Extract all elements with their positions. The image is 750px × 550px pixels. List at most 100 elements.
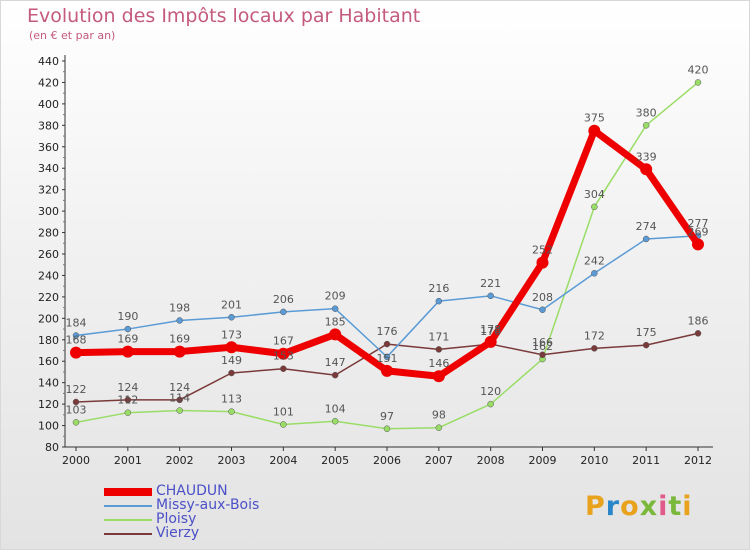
data-point-missy-aux-bois[interactable] (280, 308, 287, 316)
chart-title: Evolution des Impôts locaux par Habitant (27, 5, 421, 27)
data-point-ploisy[interactable] (280, 421, 287, 428)
data-point-vierzy[interactable] (280, 365, 287, 372)
data-label-chaudun: 168 (66, 334, 87, 347)
data-point-vierzy[interactable] (435, 346, 443, 353)
data-point-chaudun[interactable] (225, 341, 238, 354)
legend-swatch-ploisy (104, 519, 152, 521)
logo-letter: P (585, 491, 606, 522)
data-label-missy-aux-bois: 184 (66, 316, 87, 329)
data-point-missy-aux-bois[interactable] (435, 297, 443, 305)
data-label-vierzy: 172 (584, 329, 605, 342)
data-point-ploisy[interactable] (435, 424, 443, 431)
data-point-chaudun[interactable] (536, 256, 549, 269)
data-point-chaudun[interactable] (484, 335, 497, 348)
x-tick-label: 2012 (684, 454, 712, 467)
data-point-chaudun[interactable] (329, 328, 342, 341)
data-point-chaudun[interactable] (381, 364, 393, 377)
y-tick-label: 340 (38, 162, 59, 175)
data-point-vierzy[interactable] (331, 371, 339, 379)
data-point-ploisy[interactable] (642, 122, 650, 129)
data-point-vierzy[interactable] (383, 340, 391, 348)
data-point-ploisy[interactable] (124, 409, 132, 416)
data-point-vierzy[interactable] (539, 351, 546, 359)
data-point-ploisy[interactable] (331, 418, 339, 425)
data-label-missy-aux-bois: 221 (480, 277, 501, 290)
y-tick-label: 380 (38, 119, 59, 132)
x-tick-label: 2011 (632, 454, 660, 467)
y-tick-label: 280 (38, 227, 59, 240)
y-tick-label: 440 (38, 55, 59, 68)
data-point-vierzy[interactable] (694, 330, 702, 337)
data-label-chaudun: 169 (117, 333, 138, 346)
x-tick-label: 2009 (529, 454, 557, 467)
data-point-ploisy[interactable] (591, 203, 598, 211)
data-label-chaudun: 339 (636, 150, 657, 163)
data-label-ploisy: 104 (325, 402, 346, 415)
data-label-missy-aux-bois: 201 (221, 298, 242, 311)
data-label-chaudun: 269 (688, 225, 709, 238)
y-tick-label: 100 (38, 420, 59, 433)
data-point-chaudun[interactable] (692, 238, 704, 251)
data-label-vierzy: 122 (66, 383, 87, 396)
data-point-vierzy[interactable] (176, 396, 183, 404)
data-point-vierzy[interactable] (591, 345, 598, 352)
data-point-missy-aux-bois[interactable] (331, 305, 339, 312)
data-point-chaudun[interactable] (588, 124, 601, 137)
y-tick-label: 420 (38, 76, 59, 89)
data-label-chaudun: 185 (325, 315, 346, 328)
data-label-ploisy: 112 (117, 394, 138, 407)
data-label-missy-aux-bois: 209 (325, 290, 346, 303)
data-point-missy-aux-bois[interactable] (124, 325, 132, 333)
data-point-vierzy[interactable] (642, 341, 650, 349)
logo-letter: x (639, 491, 659, 522)
data-point-vierzy[interactable] (72, 398, 80, 406)
legend-label-missy-aux-bois: Missy-aux-Bois (156, 497, 260, 513)
data-label-chaudun: 375 (584, 112, 605, 125)
data-label-vierzy: 153 (273, 350, 294, 363)
data-point-ploisy[interactable] (383, 425, 391, 433)
data-point-chaudun[interactable] (70, 346, 82, 359)
data-point-missy-aux-bois[interactable] (176, 317, 183, 324)
data-point-missy-aux-bois[interactable] (591, 270, 598, 277)
data-point-ploisy[interactable] (228, 408, 235, 415)
y-tick-label: 260 (38, 248, 59, 261)
data-point-ploisy[interactable] (72, 419, 80, 426)
data-point-missy-aux-bois[interactable] (539, 306, 546, 314)
data-point-missy-aux-bois[interactable] (383, 353, 391, 361)
data-label-vierzy: 149 (221, 354, 242, 367)
y-tick-label: 320 (38, 184, 59, 197)
data-point-missy-aux-bois[interactable] (642, 235, 650, 243)
data-label-ploisy: 162 (532, 340, 553, 353)
y-tick-label: 160 (38, 355, 59, 368)
x-tick-label: 2005 (321, 454, 349, 467)
y-tick-label: 80 (45, 441, 59, 454)
data-point-ploisy[interactable] (694, 79, 702, 86)
data-point-chaudun[interactable] (121, 345, 134, 358)
logo-letter: t (668, 491, 683, 522)
data-point-ploisy[interactable] (176, 407, 183, 414)
data-label-vierzy: 176 (377, 325, 398, 338)
data-point-ploisy[interactable] (487, 400, 494, 408)
data-point-chaudun[interactable] (277, 347, 290, 360)
data-point-missy-aux-bois[interactable] (487, 292, 494, 300)
x-tick-label: 2003 (218, 454, 246, 467)
data-label-vierzy: 124 (117, 381, 138, 394)
data-label-ploisy: 113 (221, 393, 242, 406)
data-point-vierzy[interactable] (228, 369, 235, 377)
y-tick-label: 200 (38, 312, 59, 325)
data-label-vierzy: 166 (532, 336, 553, 349)
data-point-chaudun[interactable] (173, 345, 186, 358)
data-label-ploisy: 114 (169, 392, 190, 405)
legend-swatch-vierzy (104, 533, 152, 535)
logo-letter: i (682, 491, 693, 522)
y-tick-label: 300 (38, 205, 59, 218)
data-point-vierzy[interactable] (124, 396, 132, 404)
data-point-missy-aux-bois[interactable] (72, 332, 80, 339)
chart-subtitle: (en € et par an) (29, 29, 116, 42)
data-label-ploisy: 380 (636, 106, 657, 119)
data-label-missy-aux-bois: 274 (636, 220, 657, 233)
data-point-chaudun[interactable] (640, 163, 653, 176)
data-label-chaudun: 169 (169, 333, 190, 346)
data-point-missy-aux-bois[interactable] (228, 314, 235, 321)
data-point-chaudun[interactable] (432, 370, 445, 383)
